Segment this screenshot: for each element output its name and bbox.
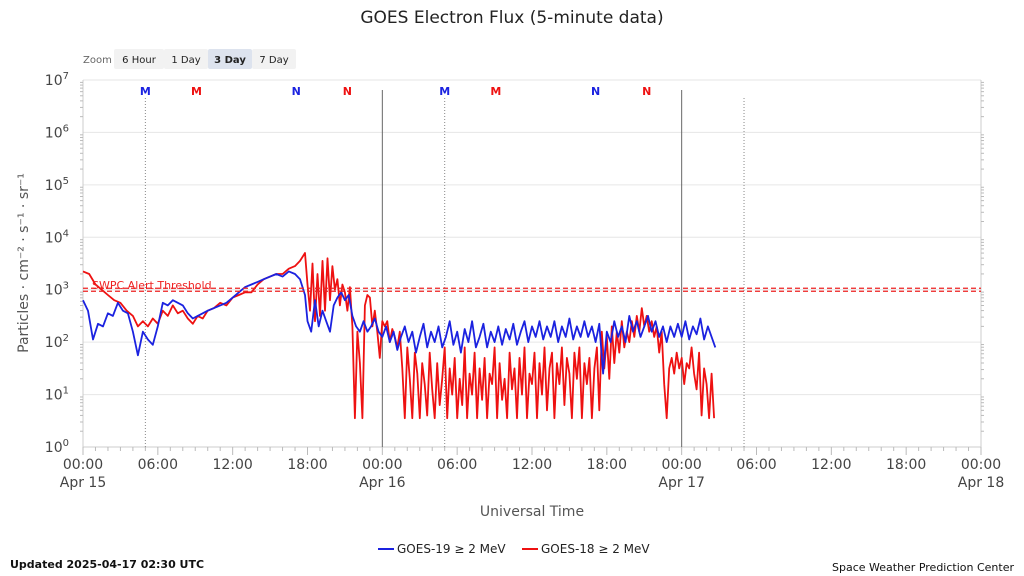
series-line-goes19 xyxy=(82,270,717,375)
x-tick-time: 18:00 xyxy=(287,457,327,473)
zoom-button-6-hour[interactable]: 6 Hour xyxy=(114,49,164,69)
x-axis: 00:00 Apr 15 06:00 12:00 18:00 00:00 Apr 16 06:… xyxy=(60,457,1004,491)
plot-frame xyxy=(80,80,984,455)
local-time-marker: N xyxy=(591,85,600,98)
x-tick-time: 12:00 xyxy=(811,457,851,473)
zoom-button-bg xyxy=(164,49,208,69)
y-tick-label: 100 xyxy=(45,438,69,456)
x-tick-time: 00:00 xyxy=(362,457,402,473)
legend-item[interactable]: GOES-18 ≥ 2 MeV xyxy=(522,542,650,556)
local-time-marker: N xyxy=(642,85,651,98)
y-tick-label: 103 xyxy=(45,281,69,299)
zoom-button-bg xyxy=(208,49,252,69)
x-tick-date: Apr 16 xyxy=(359,475,406,491)
threshold-label: SWPC Alert Threshold xyxy=(92,279,212,292)
local-time-marker: N xyxy=(292,85,301,98)
legend-item[interactable]: GOES-19 ≥ 2 MeV xyxy=(378,542,506,556)
legend[interactable]: GOES-19 ≥ 2 MeV GOES-18 ≥ 2 MeV xyxy=(378,542,650,556)
updated-timestamp: Updated 2025-04-17 02:30 UTC xyxy=(10,558,204,571)
alert-threshold: SWPC Alert Threshold xyxy=(83,279,981,292)
zoom-button-label: 1 Day xyxy=(171,55,200,66)
y-tick-label: 102 xyxy=(45,333,69,351)
y-axis-title: Particles · cm⁻² · s⁻¹ · sr⁻¹ xyxy=(16,173,32,353)
chart-title: GOES Electron Flux (5-minute data) xyxy=(360,8,663,28)
x-tick-time: 06:00 xyxy=(138,457,178,473)
zoom-button-bg xyxy=(252,49,296,69)
x-tick-date: Apr 17 xyxy=(658,475,704,491)
x-tick-time: 18:00 xyxy=(886,457,926,473)
x-tick-time: 06:00 xyxy=(437,457,477,473)
x-tick-time: 18:00 xyxy=(587,457,627,473)
y-tick-label: 105 xyxy=(45,176,69,194)
legend-label: GOES-19 ≥ 2 MeV xyxy=(397,542,506,556)
x-tick-date: Apr 18 xyxy=(958,475,1004,491)
grid xyxy=(83,79,981,448)
y-tick-label: 106 xyxy=(45,123,69,141)
zoom-controls: Zoom 6 Hour 1 Day 3 Day 7 Day xyxy=(83,49,296,69)
local-time-marker: M xyxy=(191,85,202,98)
zoom-button-bg xyxy=(114,49,164,69)
zoom-button-7-day[interactable]: 7 Day xyxy=(252,49,296,69)
zoom-button-label: 3 Day xyxy=(214,55,246,66)
x-tick-time: 00:00 xyxy=(63,457,103,473)
x-tick-time: 00:00 xyxy=(661,457,701,473)
zoom-button-label: 7 Day xyxy=(259,55,288,66)
zoom-button-1-day[interactable]: 1 Day xyxy=(164,49,208,69)
x-tick-date: Apr 15 xyxy=(60,475,106,491)
local-time-marker: N xyxy=(343,85,352,98)
x-tick-time: 00:00 xyxy=(961,457,1001,473)
x-tick-time: 12:00 xyxy=(512,457,552,473)
x-tick-time: 12:00 xyxy=(212,457,252,473)
local-time-marker: M xyxy=(140,85,151,98)
y-tick-label: 107 xyxy=(45,71,69,89)
local-time-marker: M xyxy=(490,85,501,98)
zoom-button-3-day[interactable]: 3 Day xyxy=(208,49,252,69)
x-tick-time: 06:00 xyxy=(736,457,776,473)
x-axis-title: Universal Time xyxy=(480,504,584,520)
credit-text: Space Weather Prediction Center xyxy=(832,561,1014,574)
y-axis: 100 101 102 103 104 105 106 107 xyxy=(45,71,69,456)
zoom-label: Zoom xyxy=(83,55,112,66)
zoom-button-label: 6 Hour xyxy=(122,55,157,66)
series-lines xyxy=(82,252,717,420)
y-tick-label: 104 xyxy=(45,228,69,246)
legend-label: GOES-18 ≥ 2 MeV xyxy=(541,542,650,556)
local-time-marker: M xyxy=(439,85,450,98)
y-tick-label: 101 xyxy=(45,386,69,404)
